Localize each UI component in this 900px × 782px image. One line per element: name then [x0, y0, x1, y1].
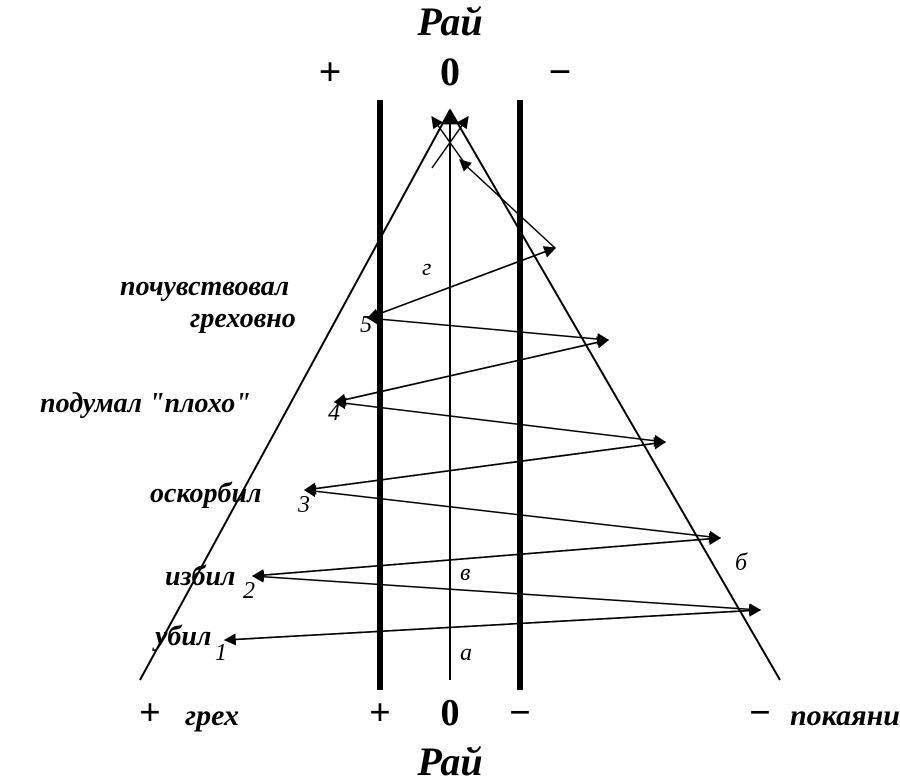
inner-label-г: г [422, 255, 431, 281]
outer-label-6: грех [185, 699, 239, 732]
outer-label-3: 0 [440, 49, 460, 94]
outer-label-4: − [549, 49, 572, 94]
inner-label-в: в [460, 560, 470, 586]
outer-label-10: − [749, 692, 771, 734]
level-num-3: 3 [297, 492, 310, 518]
level-label-5: почувствовал [120, 271, 289, 302]
diagram-canvas: убил1 избил 2 оскорбил 3 подумал "плохо" 4 почу… [0, 0, 900, 782]
outer-label-5: + [139, 692, 161, 734]
level-label-4: подумал "плохо" [40, 388, 251, 419]
level-num-4: 4 [328, 400, 340, 426]
outer-label-2: + [319, 49, 342, 94]
level-num-2: 2 [243, 578, 255, 604]
outer-label-11: покаяние [790, 699, 900, 732]
outer-label-0: Рай [416, 0, 482, 44]
outer-label-8: 0 [441, 692, 460, 734]
outer-label-7: + [369, 692, 391, 734]
level-label2-5: греховно [190, 303, 296, 334]
level-label-2: избил [165, 561, 235, 592]
level-label-3: оскорбил [150, 478, 261, 509]
level-label-1: убил [152, 621, 211, 652]
outer-label-9: − [509, 692, 531, 734]
inner-label-б: б [735, 550, 748, 576]
inner-label-а: а [460, 640, 472, 666]
level-num-1: 1 [215, 640, 227, 666]
level-num-5: 5 [360, 312, 372, 338]
outer-label-1: Рай [416, 739, 482, 782]
